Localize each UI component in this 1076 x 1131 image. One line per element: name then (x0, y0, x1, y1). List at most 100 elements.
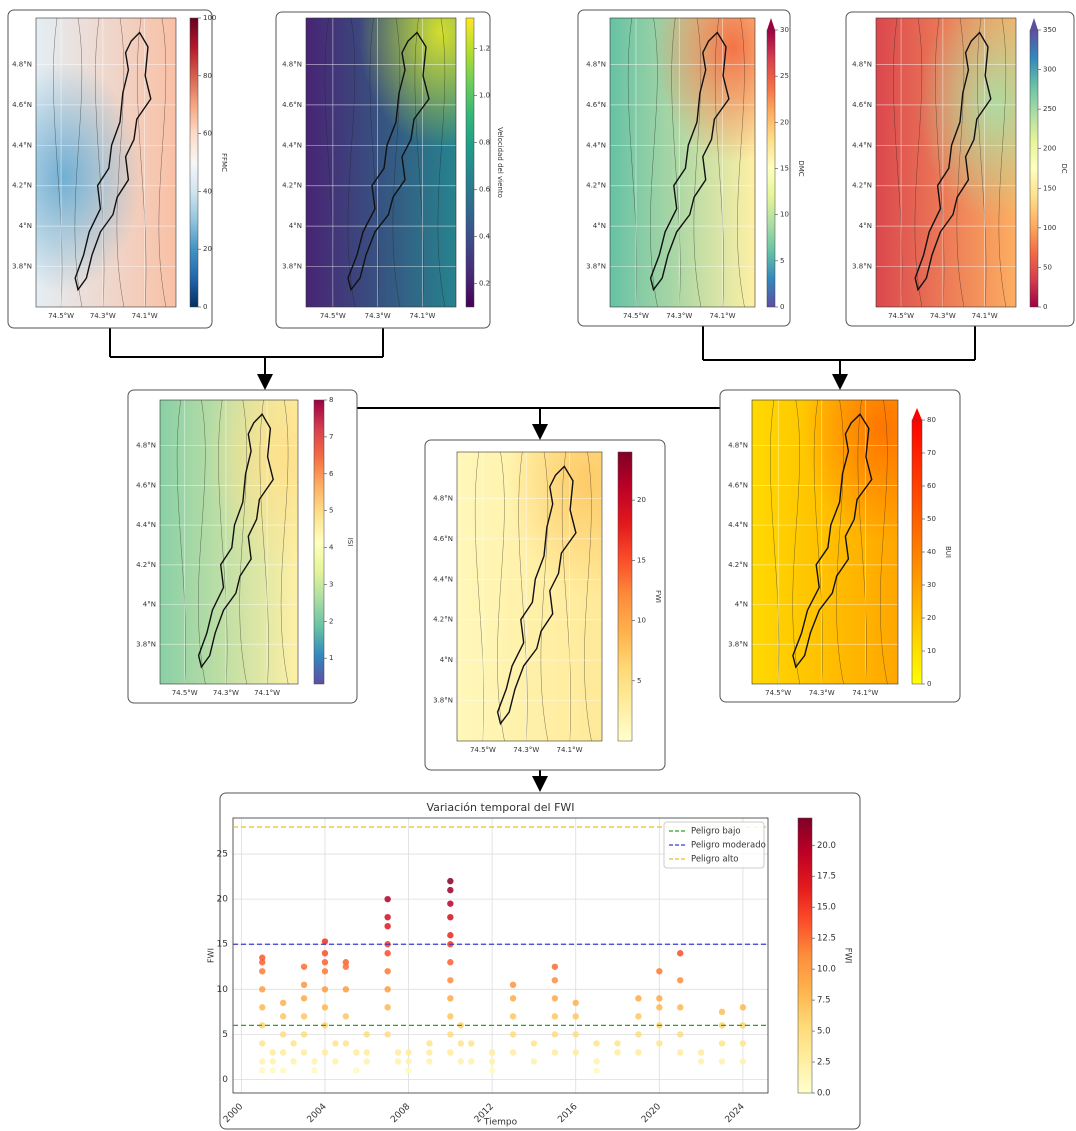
lat-tick-label: 4.4°N (282, 141, 302, 149)
map-field-blob (803, 400, 898, 542)
colorbar-tick-label: 0 (203, 303, 207, 311)
point (488, 1058, 496, 1065)
lat-tick-label: 4°N (19, 222, 32, 230)
point (342, 959, 350, 966)
colorbar-tick-label: 0.0 (817, 1089, 831, 1099)
map-field-blob (653, 18, 755, 163)
colorbar-tick-label: 7.5 (817, 996, 831, 1006)
lat-tick-label: 4.2°N (852, 182, 872, 190)
point (677, 977, 684, 984)
colorbar-label: FFMC (220, 153, 228, 172)
lon-tick-label: 74.5°W (48, 312, 74, 320)
colorbar-tick-label: 1.0 (479, 92, 490, 100)
point (342, 963, 350, 970)
point (551, 1013, 559, 1020)
map (610, 18, 755, 307)
colorbar (465, 17, 475, 308)
point (279, 1013, 287, 1020)
point (426, 1058, 433, 1065)
lat-tick-label: 4.2°N (136, 561, 156, 569)
point (321, 938, 329, 945)
colorbar-tick-label: 20 (927, 614, 936, 622)
point (509, 995, 517, 1002)
contour (198, 400, 206, 684)
colorbar (911, 419, 923, 685)
point (300, 995, 308, 1002)
point (718, 1040, 726, 1047)
lat-tick-label: 3.8°N (728, 640, 748, 648)
point (300, 1049, 308, 1056)
colorbar-tick-label: 0.8 (479, 139, 490, 147)
point (447, 995, 454, 1002)
point (259, 986, 266, 993)
point (332, 1058, 339, 1065)
colorbar-tick-label: 150 (1043, 184, 1056, 192)
point (300, 981, 308, 989)
contour (540, 452, 549, 741)
lat-tick-label: 4.8°N (852, 60, 872, 68)
legend-label: Peligro bajo (691, 827, 741, 837)
contour (627, 18, 638, 307)
point (593, 1058, 600, 1065)
lat-tick-label: 4.4°N (136, 521, 156, 529)
point (572, 1031, 579, 1038)
colorbar-tick-label: 8 (329, 396, 333, 404)
contour (836, 400, 844, 684)
legend-box (663, 821, 765, 869)
point (279, 1031, 287, 1038)
point (447, 1031, 454, 1038)
point (311, 1067, 318, 1074)
lon-tick-label: 74.5°W (888, 312, 914, 320)
colorbar-tick-label: 80 (203, 72, 212, 80)
contour (737, 18, 745, 307)
x-axis-label: Tiempo (483, 1118, 518, 1128)
lat-tick-label: 4°N (735, 601, 748, 609)
point (447, 877, 454, 885)
lat-tick-label: 4°N (440, 656, 453, 664)
contour (137, 18, 147, 307)
colorbar-tick-label: 15 (637, 556, 646, 564)
map-field-blob (507, 452, 602, 597)
point (635, 1049, 642, 1056)
lon-tick-label: 74.1°W (557, 746, 583, 754)
point (384, 986, 391, 993)
contour (53, 18, 63, 307)
point (447, 900, 454, 907)
lat-tick-label: 3.8°N (136, 640, 156, 648)
lon-tick-label: 74.1°W (852, 689, 878, 697)
point (572, 1049, 579, 1056)
contour (584, 452, 592, 741)
point (405, 1067, 412, 1074)
map-field-blob (358, 18, 456, 149)
contour (259, 400, 269, 684)
colorbar-tick-label: 20 (203, 245, 212, 253)
point (635, 1031, 642, 1038)
colorbar-tick-label: 20 (780, 118, 789, 126)
lat-tick-label: 4°N (289, 222, 302, 230)
point (635, 1013, 642, 1020)
point (447, 959, 454, 966)
point (656, 968, 663, 975)
point (384, 950, 391, 957)
point (269, 1067, 276, 1074)
colorbar-tick-label: 20.0 (817, 841, 836, 851)
colorbar-extend (912, 408, 922, 420)
contour (497, 452, 505, 741)
colorbar-tick-label: 5 (780, 257, 784, 265)
colorbar-tick-label: 60 (927, 482, 936, 490)
contour (158, 18, 167, 307)
point (394, 1049, 402, 1056)
point (530, 1058, 538, 1065)
colorbar (1029, 29, 1039, 308)
contour (324, 18, 334, 307)
contour (392, 18, 401, 307)
contour (518, 452, 528, 741)
point (259, 1040, 266, 1047)
colorbar-tick-label: 0 (927, 680, 931, 688)
point (593, 1067, 600, 1074)
contour (693, 18, 702, 307)
point (697, 1058, 705, 1065)
point (290, 1040, 297, 1047)
point (551, 995, 559, 1002)
point (300, 963, 308, 970)
